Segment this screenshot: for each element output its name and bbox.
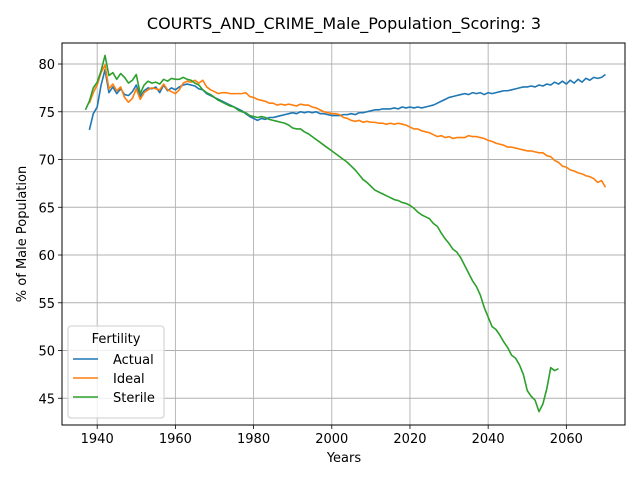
y-tick-label: 75: [38, 106, 55, 121]
plot-frame: [61, 42, 626, 426]
legend: Fertility Actual Ideal Sterile: [67, 325, 165, 419]
series-line-sterile: [84, 54, 559, 413]
y-tick-label: 50: [38, 345, 55, 360]
legend-label-ideal: Ideal: [113, 372, 145, 387]
y-tick-label: 55: [38, 297, 55, 312]
y-tick-label: 70: [38, 154, 55, 169]
x-tick-label: 2000: [315, 432, 348, 447]
y-tick-label: 60: [38, 249, 55, 264]
plot-lines: [84, 54, 607, 413]
x-tick-label: 1980: [237, 432, 270, 447]
legend-label-sterile: Sterile: [113, 391, 155, 406]
x-tick-label: 1940: [81, 432, 114, 447]
x-axis-label: Years: [326, 451, 362, 466]
x-tick-label: 2060: [550, 432, 583, 447]
x-tick-label: 2040: [472, 432, 505, 447]
legend-label-actual: Actual: [113, 353, 154, 368]
series-line-ideal: [88, 64, 607, 188]
y-tick-label: 80: [38, 58, 55, 73]
x-tick-label: 2020: [393, 432, 426, 447]
legend-box: [67, 325, 165, 419]
chart-title: COURTS_AND_CRIME_Male_Population_Scoring…: [147, 14, 541, 34]
y-tick-label: 65: [38, 201, 55, 216]
y-axis-label: % of Male Population: [15, 166, 30, 302]
x-axis: 1940 1960 1980 2000 2020 2040 2060: [81, 425, 583, 447]
y-tick-label: 45: [38, 392, 55, 407]
series-line-actual: [88, 68, 606, 131]
legend-title: Fertility: [92, 332, 141, 347]
x-tick-label: 1960: [159, 432, 192, 447]
y-axis: 45 50 55 60 65 70 75 80: [38, 58, 62, 407]
